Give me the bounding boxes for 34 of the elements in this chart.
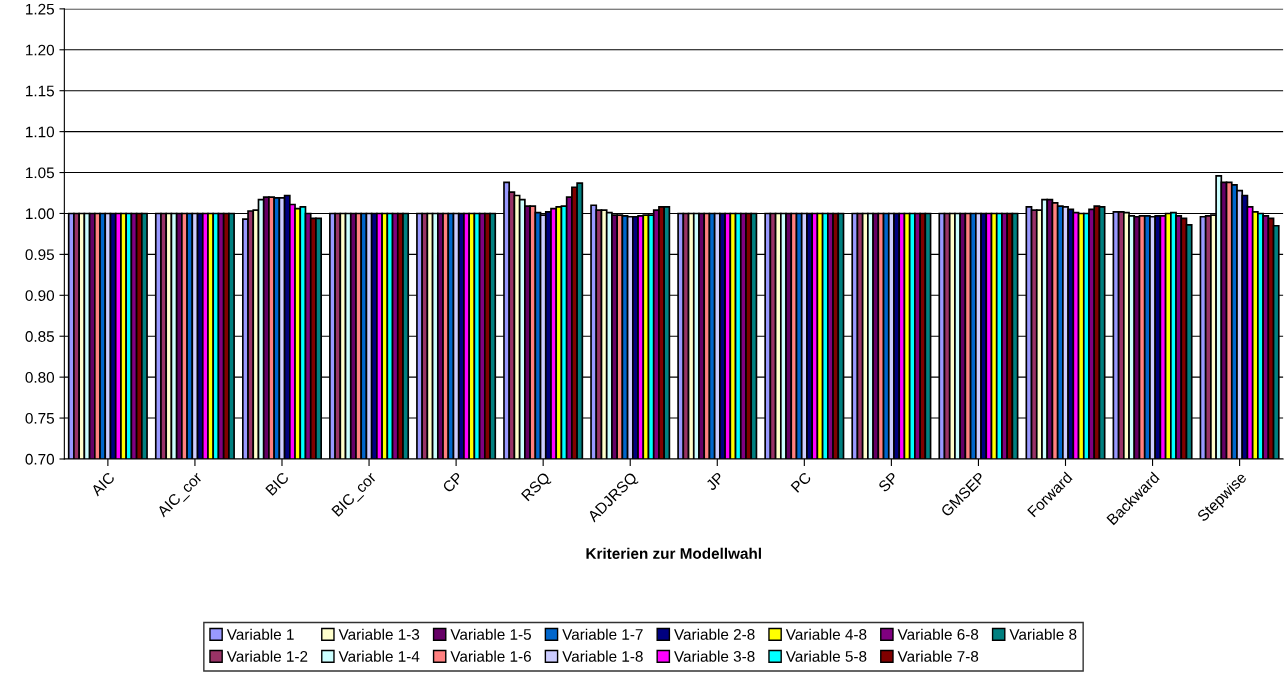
legend-label: Variable 6-8	[897, 628, 979, 640]
y-tick-label: 1.00	[26, 208, 55, 220]
y-tick-label: 0.70	[25, 453, 55, 465]
legend-label: Variable 1-2	[226, 650, 308, 662]
legend-label: Variable 1-3	[338, 628, 420, 640]
legend-label: Variable 1-6	[450, 650, 531, 662]
legend-label: Variable 8	[1009, 628, 1077, 640]
x-tick-label: CP	[441, 471, 464, 494]
x-tick-label: PC	[790, 471, 812, 493]
y-tick-label: 0.80	[25, 372, 55, 383]
legend-label: Variable 4-8	[785, 628, 867, 640]
legend-label: Variable 2-8	[674, 628, 755, 640]
y-tick-label: 1.15	[26, 85, 54, 97]
legend-label: Variable 1	[226, 628, 294, 640]
legend-label: Variable 1-5	[450, 628, 531, 640]
x-tick-label: JP	[705, 471, 725, 492]
y-tick-label: 0.85	[25, 331, 54, 342]
y-tick-label: 0.95	[25, 249, 54, 261]
y-tick-label: 1.05	[26, 167, 54, 179]
legend-label: Variable 1-4	[338, 650, 420, 662]
x-axis-title: Kriterien zur Modellwahl	[586, 547, 761, 559]
legend-label: Variable 5-8	[785, 650, 867, 662]
y-tick-label: 1.10	[26, 126, 55, 138]
legend-label: Variable 7-8	[897, 650, 979, 662]
x-tick-label: AIC	[90, 471, 116, 497]
x-tick-label: BIC	[265, 471, 290, 496]
legend-label: Variable 3-8	[674, 650, 755, 662]
y-tick-label: 1.25	[26, 3, 54, 15]
y-tick-label: 0.75	[25, 412, 54, 424]
legend-label: Variable 1-7	[562, 628, 643, 640]
y-tick-label: 1.20	[26, 44, 55, 56]
legend-label: Variable 1-8	[562, 650, 643, 662]
y-tick-label: 0.90	[25, 290, 55, 301]
x-tick-label: SP	[877, 471, 899, 493]
